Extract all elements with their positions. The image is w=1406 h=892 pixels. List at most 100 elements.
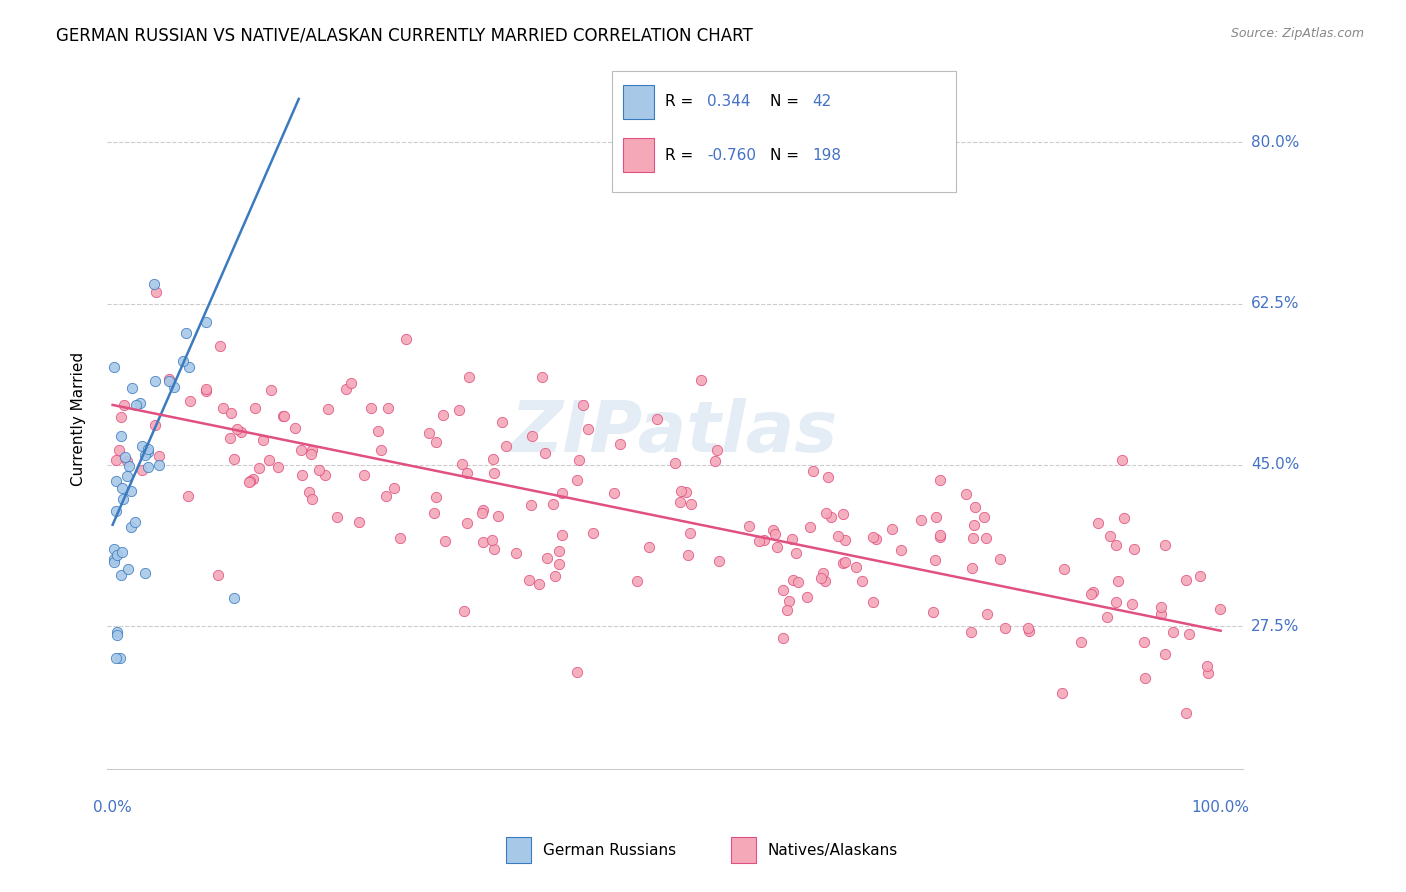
- Point: [1133, 635, 1156, 649]
- Point: [273, 409, 295, 423]
- Point: [1150, 607, 1173, 621]
- Point: [432, 408, 454, 422]
- Text: 100.0%: 100.0%: [1192, 799, 1250, 814]
- Point: [136, 445, 159, 459]
- Point: [531, 369, 554, 384]
- Point: [965, 500, 987, 514]
- Point: [1018, 624, 1040, 639]
- Point: [110, 409, 132, 424]
- Point: [543, 568, 565, 582]
- Point: [105, 504, 128, 518]
- Point: [219, 406, 242, 420]
- Point: [748, 534, 770, 549]
- Point: [325, 510, 347, 524]
- Text: 198: 198: [813, 148, 842, 162]
- Point: [131, 439, 153, 453]
- Point: [834, 533, 856, 547]
- Point: [491, 415, 513, 429]
- Point: [104, 474, 127, 488]
- Point: [851, 574, 873, 588]
- Point: [517, 573, 540, 587]
- Point: [565, 665, 588, 679]
- Point: [1052, 686, 1074, 700]
- Point: [105, 549, 128, 563]
- Point: [120, 520, 142, 534]
- Point: [814, 574, 837, 588]
- Text: R =: R =: [665, 95, 699, 109]
- Point: [551, 486, 574, 500]
- Point: [482, 466, 505, 480]
- Point: [520, 428, 543, 442]
- Point: [1189, 568, 1212, 582]
- Point: [862, 594, 884, 608]
- Point: [976, 607, 998, 621]
- Point: [374, 489, 396, 503]
- Point: [105, 453, 128, 467]
- Point: [425, 491, 447, 505]
- Point: [110, 568, 132, 582]
- Point: [224, 591, 246, 606]
- Point: [423, 506, 446, 520]
- Point: [148, 449, 170, 463]
- Point: [827, 528, 849, 542]
- Point: [108, 651, 131, 665]
- Point: [259, 453, 281, 467]
- Point: [778, 593, 800, 607]
- Text: N =: N =: [770, 95, 804, 109]
- Point: [209, 339, 232, 353]
- Point: [929, 527, 952, 541]
- Point: [247, 461, 270, 475]
- Point: [536, 550, 558, 565]
- Point: [134, 566, 156, 581]
- Point: [960, 624, 983, 639]
- Point: [222, 451, 245, 466]
- Point: [301, 492, 323, 507]
- Text: ZIPatlas: ZIPatlas: [512, 398, 838, 467]
- Point: [124, 515, 146, 529]
- Point: [389, 531, 412, 545]
- Point: [1150, 600, 1173, 615]
- Point: [260, 383, 283, 397]
- Point: [143, 418, 166, 433]
- Point: [299, 447, 322, 461]
- Point: [103, 360, 125, 375]
- Text: GERMAN RUSSIAN VS NATIVE/ALASKAN CURRENTLY MARRIED CORRELATION CHART: GERMAN RUSSIAN VS NATIVE/ALASKAN CURRENT…: [56, 27, 754, 45]
- Point: [143, 374, 166, 388]
- Point: [111, 481, 134, 495]
- Point: [238, 475, 260, 489]
- Point: [117, 561, 139, 575]
- Point: [782, 573, 804, 587]
- Point: [471, 534, 494, 549]
- Point: [291, 468, 314, 483]
- Text: N =: N =: [770, 148, 804, 162]
- Text: Natives/Alaskans: Natives/Alaskans: [768, 843, 898, 857]
- Point: [974, 532, 997, 546]
- Point: [451, 457, 474, 471]
- Point: [602, 486, 624, 500]
- Point: [482, 452, 505, 467]
- Point: [105, 628, 128, 642]
- Point: [1175, 573, 1198, 587]
- Point: [121, 381, 143, 395]
- Point: [484, 541, 506, 556]
- Point: [105, 651, 128, 665]
- Point: [495, 439, 517, 453]
- Point: [1070, 635, 1092, 649]
- Point: [1163, 625, 1185, 640]
- Point: [785, 546, 807, 560]
- Point: [568, 452, 591, 467]
- Point: [418, 425, 440, 440]
- Point: [766, 540, 789, 554]
- Point: [551, 527, 574, 541]
- Point: [925, 510, 948, 524]
- Point: [1087, 516, 1109, 530]
- Point: [395, 333, 418, 347]
- Point: [136, 459, 159, 474]
- Text: German Russians: German Russians: [543, 843, 676, 857]
- Point: [565, 473, 588, 487]
- Point: [456, 466, 478, 480]
- Point: [637, 540, 659, 554]
- Point: [298, 484, 321, 499]
- Point: [481, 533, 503, 548]
- Point: [782, 532, 804, 546]
